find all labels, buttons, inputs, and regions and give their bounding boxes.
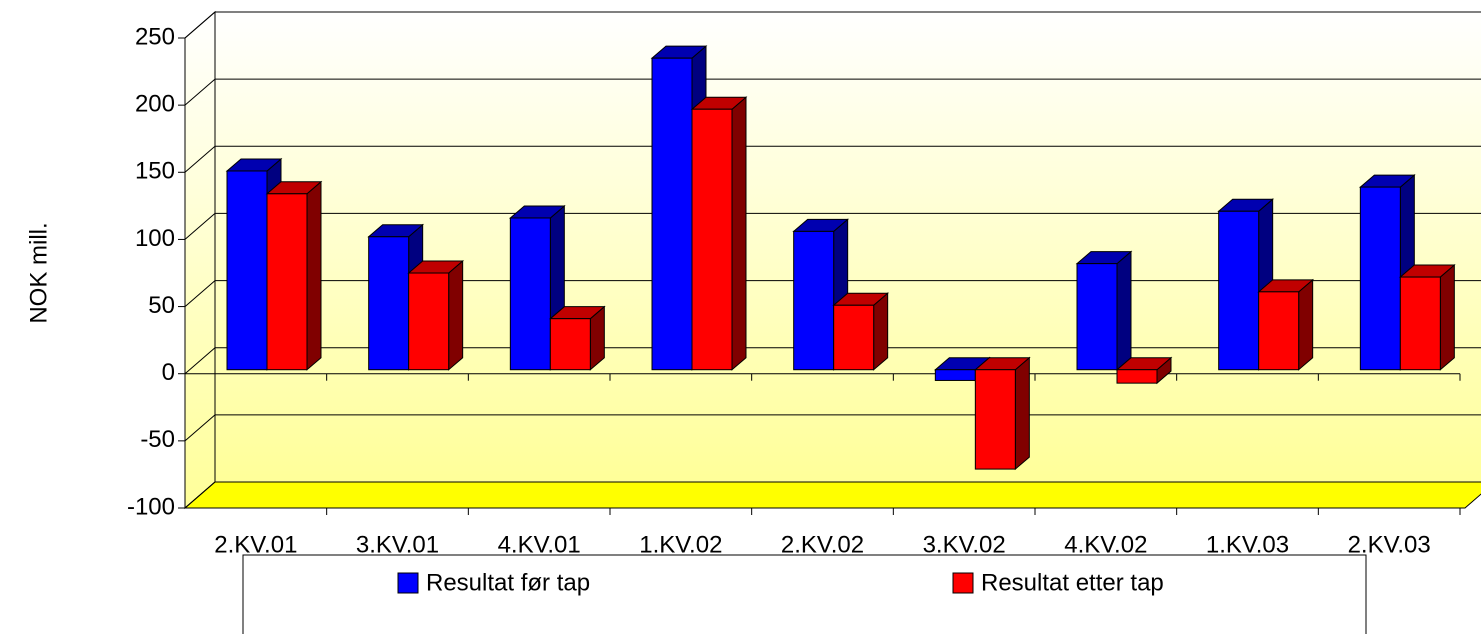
- bar-front: [368, 236, 410, 371]
- floor: [183, 481, 1481, 509]
- legend-swatch: [397, 572, 419, 594]
- y-tick-label: -100: [127, 493, 175, 520]
- grid-line: [184, 481, 216, 509]
- bar-front: [691, 108, 733, 371]
- bar-front: [549, 318, 591, 371]
- legend-swatch: [952, 572, 974, 594]
- bar: [690, 96, 748, 371]
- bar-front: [1359, 186, 1401, 371]
- bar: [973, 356, 1031, 471]
- bar-front: [974, 369, 1016, 470]
- bar-front: [793, 230, 835, 371]
- legend: [242, 554, 1367, 634]
- x-tick-label: 2.KV.03: [1348, 531, 1431, 558]
- bar-side: [731, 96, 747, 371]
- legend-label: Resultat før tap: [426, 569, 590, 596]
- y-tick-label: 50: [148, 292, 175, 319]
- y-tick-label: 150: [135, 158, 175, 185]
- bar-front: [408, 272, 450, 371]
- y-tick-label: 0: [162, 359, 175, 386]
- grid-line: [184, 145, 216, 173]
- bar: [1398, 263, 1456, 371]
- bar-front: [1076, 263, 1118, 371]
- bar: [1115, 356, 1173, 385]
- y-tick-label: 100: [135, 225, 175, 252]
- bar-front: [226, 170, 268, 371]
- y-axis-label: NOK mill.: [25, 222, 52, 323]
- grid-line: [184, 11, 216, 39]
- grid-line: [184, 347, 216, 375]
- bar-side: [1014, 356, 1030, 471]
- x-tick-label: 3.KV.02: [923, 531, 1006, 558]
- x-tick-label: 3.KV.01: [356, 531, 439, 558]
- bar-front: [1399, 276, 1441, 371]
- bar-front: [833, 304, 875, 371]
- y-tick-label: -50: [140, 426, 175, 453]
- bar-front: [266, 193, 308, 371]
- bar-front: [509, 217, 551, 371]
- bar: [792, 218, 850, 371]
- bar: [548, 305, 606, 371]
- side-wall: [184, 10, 216, 510]
- bar-front: [1218, 210, 1260, 371]
- bar: [407, 259, 465, 371]
- bar-side: [1439, 263, 1455, 371]
- x-tick-label: 1.KV.03: [1206, 531, 1289, 558]
- bar: [1257, 278, 1315, 371]
- bar-side: [873, 292, 889, 371]
- x-tick-label: 2.KV.02: [781, 531, 864, 558]
- x-tick-label: 4.KV.01: [498, 531, 581, 558]
- grid-line: [184, 213, 216, 240]
- x-tick-label: 2.KV.01: [214, 531, 297, 558]
- y-tick-label: 250: [135, 23, 175, 50]
- grid-line: [184, 78, 216, 106]
- bar-side: [1298, 278, 1314, 371]
- x-tick-label: 4.KV.02: [1064, 531, 1147, 558]
- bar-front: [651, 57, 693, 371]
- bar: [832, 292, 890, 371]
- bar: [265, 180, 323, 371]
- bar-side: [1116, 250, 1132, 371]
- bar-front: [934, 369, 976, 381]
- x-tick-label: 1.KV.02: [639, 531, 722, 558]
- legend-label: Resultat etter tap: [981, 569, 1164, 596]
- bar-side: [448, 259, 464, 371]
- bar-side: [306, 180, 322, 371]
- grid-line: [184, 414, 216, 442]
- bar-front: [1258, 291, 1300, 371]
- bar-front: [1116, 369, 1158, 384]
- bar: [1075, 250, 1133, 371]
- y-tick-label: 200: [135, 90, 175, 117]
- grid-line: [184, 280, 216, 307]
